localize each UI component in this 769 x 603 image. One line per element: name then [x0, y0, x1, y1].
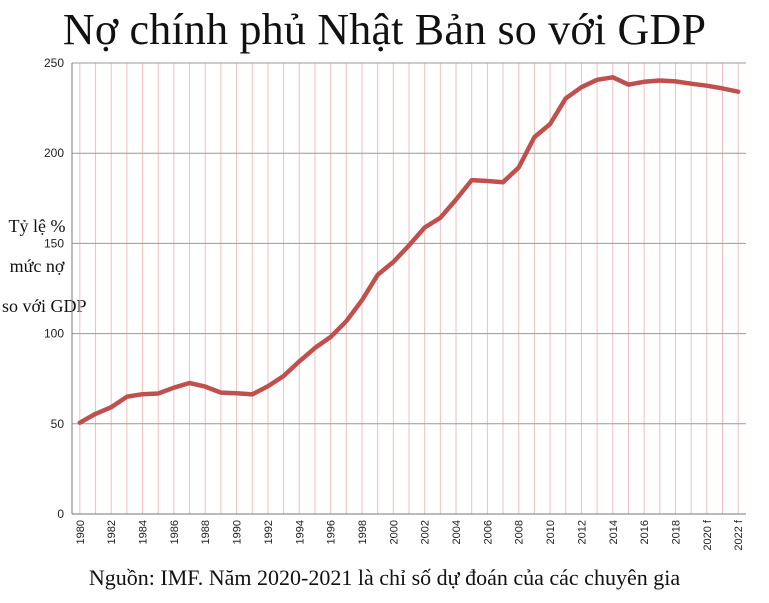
data-point — [203, 385, 207, 389]
data-point — [611, 75, 615, 79]
x-tick-label: 1980 — [75, 520, 87, 544]
data-point — [78, 421, 82, 425]
data-point — [360, 298, 364, 302]
data-point — [423, 226, 427, 230]
x-tick-label: 1992 — [263, 520, 275, 544]
data-point — [329, 335, 333, 339]
data-point — [626, 83, 630, 87]
data-point — [501, 180, 505, 184]
x-tick-label: 1996 — [326, 520, 338, 544]
x-tick-label: 1988 — [200, 520, 212, 544]
data-point — [344, 319, 348, 323]
x-tick-label: 2018 — [670, 520, 682, 544]
x-tick-label: 1984 — [138, 520, 150, 544]
x-tick-label: 2022 f — [733, 519, 745, 551]
data-point — [219, 391, 223, 395]
x-tick-label: 2012 — [576, 520, 588, 544]
data-point — [235, 391, 239, 395]
source-note: Nguồn: IMF. Năm 2020-2021 là chỉ số dự đ… — [88, 565, 681, 590]
data-point — [141, 392, 145, 396]
data-point — [250, 392, 254, 396]
data-point — [188, 381, 192, 385]
data-point — [689, 82, 693, 86]
x-tick-label: 2016 — [639, 520, 651, 544]
x-tick-label: 2010 — [545, 520, 557, 544]
data-point — [705, 84, 709, 88]
data-point — [391, 260, 395, 264]
data-point — [548, 122, 552, 126]
data-point — [94, 412, 98, 416]
data-point — [438, 216, 442, 220]
data-point — [564, 96, 568, 100]
data-point — [172, 386, 176, 390]
data-point — [517, 165, 521, 169]
x-tick-label: 1990 — [232, 520, 244, 544]
x-tick-label: 2006 — [482, 520, 494, 544]
x-tick-label: 1986 — [169, 520, 181, 544]
data-point — [658, 78, 662, 82]
x-tick-label: 2008 — [514, 520, 526, 544]
x-tick-label: 2002 — [420, 520, 432, 544]
data-point — [282, 374, 286, 378]
data-point — [595, 78, 599, 82]
data-point — [313, 346, 317, 350]
data-point — [736, 90, 740, 94]
data-point — [266, 384, 270, 388]
y-tick-label: 250 — [44, 56, 64, 70]
y-tick-label: 150 — [44, 236, 64, 250]
data-point — [454, 198, 458, 202]
data-point — [125, 395, 129, 399]
data-point — [156, 391, 160, 395]
x-tick-label: 2020 f — [702, 519, 714, 551]
data-point — [109, 405, 113, 409]
chart-title: Nợ chính phủ Nhật Bản so với GDP — [62, 5, 707, 54]
x-tick-label: 2014 — [608, 520, 620, 544]
x-tick-label: 1994 — [294, 520, 306, 544]
y-axis-label-line-2: mức nợ — [9, 256, 65, 276]
data-point — [376, 273, 380, 277]
x-tick-label: 2000 — [388, 520, 400, 544]
data-point — [579, 85, 583, 89]
x-tick-label: 1998 — [357, 520, 369, 544]
data-point — [720, 86, 724, 90]
data-point — [485, 179, 489, 183]
y-tick-label: 200 — [44, 146, 64, 160]
data-point — [673, 79, 677, 83]
y-axis-label-line-1: Tỷ lệ % — [8, 216, 66, 236]
y-tick-label: 50 — [51, 417, 65, 431]
y-axis-label-line-3: so với GDP — [2, 296, 87, 316]
data-point — [532, 135, 536, 139]
data-point — [297, 359, 301, 363]
x-tick-label: 1982 — [106, 520, 118, 544]
data-point — [407, 243, 411, 247]
y-tick-label: 100 — [44, 327, 64, 341]
y-axis-label: Tỷ lệ % mức nợ so với GDP — [2, 206, 87, 326]
y-tick-label: 0 — [57, 507, 64, 521]
x-tick-label: 2004 — [451, 520, 463, 544]
data-point — [470, 178, 474, 182]
data-point — [642, 80, 646, 84]
